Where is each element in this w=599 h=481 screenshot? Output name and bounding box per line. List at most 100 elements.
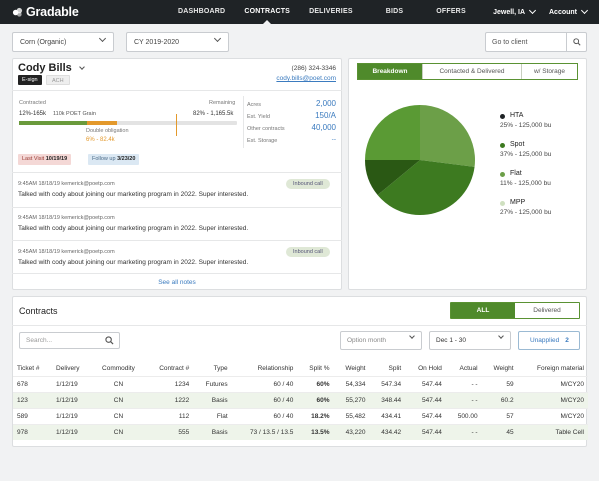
table-cell: Basis [193,423,232,440]
chevron-down-icon [409,333,415,339]
see-all-notes-link[interactable]: See all notes [158,279,196,286]
table-row[interactable]: 589 1/12/19 CN 112 Flat 60 / 40 18.2% 55,482 434… [13,407,588,424]
legend-dot-hta [500,114,505,119]
stat-value-yield: 150/A [315,111,336,120]
table-cell: 555 [144,423,194,440]
nav-bids[interactable]: BIDS [385,8,404,15]
table-cell: 500.00 [445,407,482,424]
location-menu[interactable]: Jewell, IA [493,6,537,16]
toggle-all[interactable]: ALL [451,303,515,318]
nav-offers[interactable]: OFFERS [436,8,466,15]
progress-contracted [19,121,88,125]
unapplied-count: 2 [565,337,569,344]
client-email[interactable]: cody.bills@poet.com [276,75,336,82]
table-cell: 60 / 40 [231,391,298,408]
follow-up-date: 3/23/20 [117,156,136,162]
table-cell: 18.2% [297,407,334,424]
contracts-search-input[interactable]: Search... [19,332,120,349]
legend-label-spot: Spot [510,141,525,148]
table-cell: 434.41 [369,407,406,424]
column-header[interactable]: Commodity [102,364,135,372]
remaining-range: 82% - 1,165.5k [193,111,234,117]
pie-slice-spot[interactable] [377,160,475,215]
column-header[interactable]: Delivery [56,364,80,372]
column-header[interactable]: Type [213,364,228,372]
crop-select-value: Corn (Organic) [20,38,67,46]
table-cell: M/CY20 [517,391,588,408]
column-header[interactable]: On Hold [418,364,442,372]
table-cell: - - [445,375,482,392]
account-label: Account [549,8,577,16]
column-header[interactable]: Foreign material [537,364,584,372]
toggle-delivered[interactable]: Delivered [533,307,561,314]
tab-contacted-delivered[interactable]: Contacted & Delivered [422,64,521,79]
table-cell: CN [92,407,145,424]
column-header[interactable]: Actual [459,364,478,372]
table-row[interactable]: 678 1/12/19 CN 1234 Futures 60 / 40 60% 54,334 5… [13,375,588,392]
column-header[interactable]: Weight [493,364,514,372]
contracted-range: 12%-165k [19,111,47,117]
nav-right: Jewell, IA Account [479,0,589,24]
pie-slice-mpp[interactable] [420,105,475,167]
column-header[interactable]: Contract # [159,364,190,372]
stat-label-acres: Acres [247,102,262,108]
table-row[interactable]: 123 1/12/19 CN 1222 Basis 60 / 40 60% 55,270 348… [13,391,588,408]
nav-dashboard[interactable]: DASHBOARD [178,8,226,15]
chevron-down-icon [498,333,504,339]
table-cell: CN [92,423,145,440]
progress-marker [176,114,177,136]
crop-year-select[interactable]: CY 2019-2020 [126,32,229,52]
crop-select[interactable]: Corn (Organic) [12,32,114,52]
legend-label-mpp: MPP [510,199,526,206]
pie-slice-flat[interactable] [365,160,420,196]
tab-breakdown[interactable]: Breakdown [358,64,422,79]
note-meta: 9:45AM 18/18/19 kemerick@poetp.com [18,181,115,187]
legend-value-spot: 37% - 125,000 bu [500,151,552,158]
table-cell: 547.44 [405,391,446,408]
main-nav: DASHBOARD CONTRACTS DELIVERIES BIDS OFFE… [178,0,485,24]
brand-logo[interactable]: Gradable [12,5,79,19]
note-text: Talked with cody about joining our marke… [18,259,249,266]
contracts-filter-toggle: ALL Delivered [450,302,580,319]
search-button[interactable] [566,33,586,51]
contracted-label: Contracted [19,100,46,106]
follow-up-label: Follow up [92,156,116,162]
tab-with-storage[interactable]: w/ Storage [521,64,577,79]
chevron-down-icon [78,63,85,70]
date-range-select[interactable]: Dec 1 - 30 [429,331,511,350]
nav-deliveries[interactable]: DELIVERIES [309,8,353,15]
nav-contracts[interactable]: CONTRACTS [244,0,290,24]
table-cell: 45 [481,423,518,440]
table-cell: 547.44 [405,423,446,440]
table-cell: 123 [13,391,53,408]
table-cell: Futures [193,375,232,392]
goto-client-input[interactable]: Go to client [485,32,587,52]
table-cell: Table Cell [517,423,588,440]
table-cell: 43,220 [333,423,370,440]
table-cell: 60 / 40 [231,375,298,392]
legend-dot-spot [500,143,505,148]
option-month-select[interactable]: Option month [340,331,422,350]
table-row[interactable]: 978 1/12/19 CN 555 Basis 73 / 13.5 / 13.5 13.5… [13,423,588,440]
last-visit-label: Last Visit [22,156,45,162]
stat-value-acres: 2,000 [315,99,336,108]
unapplied-button[interactable]: Unapplied 2 [518,331,580,350]
column-header[interactable]: Split % [309,364,330,372]
column-header[interactable]: Ticket # [17,364,40,372]
table-cell: Basis [193,391,232,408]
column-header[interactable]: Weight [345,364,366,372]
table-cell: 60% [297,391,334,408]
goto-client-placeholder: Go to client [492,38,528,46]
column-header[interactable]: Split [388,364,402,372]
table-cell: CN [92,391,145,408]
search-icon [105,336,114,345]
table-cell: 547.44 [405,375,446,392]
table-cell: CN [92,375,145,392]
table-cell: 1222 [144,391,194,408]
account-menu[interactable]: Account [549,6,589,16]
contract-progress-bar [19,121,237,125]
client-name[interactable]: Cody Bills [18,62,85,74]
column-header[interactable]: Relationship [257,364,294,372]
pie-slice-hta[interactable] [365,105,420,160]
